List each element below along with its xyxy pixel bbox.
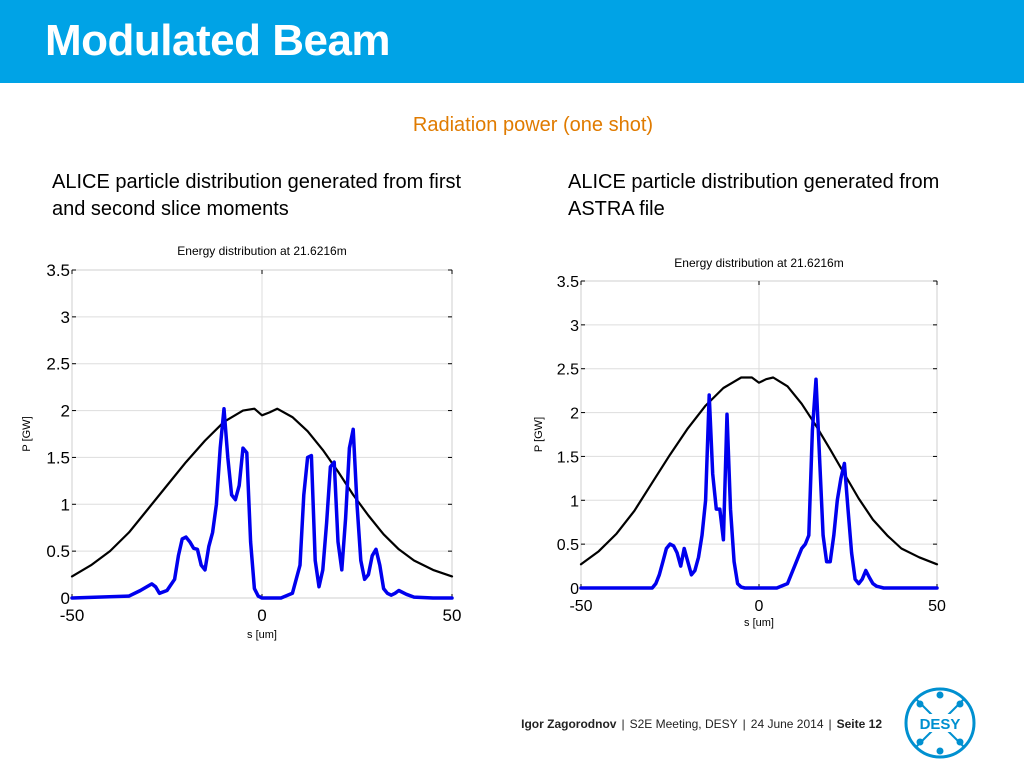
y-tick-label: 2.5 [557, 362, 579, 379]
x-tick-label: -50 [60, 606, 85, 625]
chart-title: Energy distribution at 21.6216m [177, 244, 346, 258]
x-axis-label: s [um] [247, 629, 277, 641]
logo-band [910, 714, 970, 732]
power-series-line [579, 377, 939, 590]
footer-author: Igor Zagorodnov [521, 717, 617, 731]
footer-separator: | [621, 717, 625, 731]
y-tick-label: 0.5 [557, 537, 579, 554]
logo-dot [916, 700, 924, 708]
logo-dot [916, 738, 924, 746]
y-tick-label: 0 [570, 581, 579, 598]
footer-page: Seite 12 [836, 717, 882, 731]
y-tick-label: 0.5 [46, 542, 70, 561]
y-tick-label: 3.5 [557, 274, 579, 291]
logo-text: DESY [920, 716, 961, 733]
left-caption: ALICE particle distribution generated fr… [52, 171, 462, 220]
footer-separator: | [828, 717, 832, 731]
y-tick-label: 1.5 [557, 449, 579, 466]
title-bar [0, 0, 1024, 83]
y-tick-label: 1 [570, 493, 579, 510]
envelope-series-line [579, 376, 939, 566]
logo-dot [936, 747, 944, 755]
y-tick-label: 1 [61, 495, 70, 514]
y-tick-label: 0 [61, 589, 70, 608]
logo-dot [956, 700, 964, 708]
y-axis-label: P [GW] [21, 416, 33, 451]
footer-date: 24 June 2014 [750, 717, 824, 731]
y-tick-label: 2 [570, 406, 579, 423]
x-tick-label: 0 [257, 606, 266, 625]
slide-title: Modulated Beam [45, 16, 391, 65]
y-axis-label: P [GW] [533, 417, 545, 452]
y-tick-label: 3 [61, 308, 70, 327]
right-caption: ALICE particle distribution generated fr… [568, 171, 940, 220]
x-tick-label: 50 [443, 606, 462, 625]
envelope-series-line [70, 407, 454, 578]
slide-subtitle: Radiation power (one shot) [412, 114, 654, 136]
power-series-line [70, 406, 454, 600]
chart-title: Energy distribution at 21.6216m [674, 256, 843, 270]
x-tick-label: 0 [755, 598, 764, 615]
logo-dot [936, 691, 944, 699]
y-tick-label: 3 [570, 318, 579, 335]
footer: Igor Zagorodnov | S2E Meeting, DESY | 24 Jun… [521, 717, 882, 731]
y-tick-label: 2 [61, 402, 70, 421]
y-tick-label: 3.5 [46, 261, 70, 280]
desy-logo-icon: DESY [904, 687, 976, 759]
x-axis-label: s [um] [744, 617, 774, 629]
x-tick-label: -50 [569, 598, 592, 615]
x-tick-label: 50 [928, 598, 946, 615]
footer-separator: | [742, 717, 746, 731]
logo-ring [904, 687, 976, 759]
footer-event: S2E Meeting, DESY [629, 717, 738, 731]
y-tick-label: 1.5 [46, 448, 70, 467]
y-tick-label: 2.5 [46, 355, 70, 374]
logo-dot [956, 738, 964, 746]
